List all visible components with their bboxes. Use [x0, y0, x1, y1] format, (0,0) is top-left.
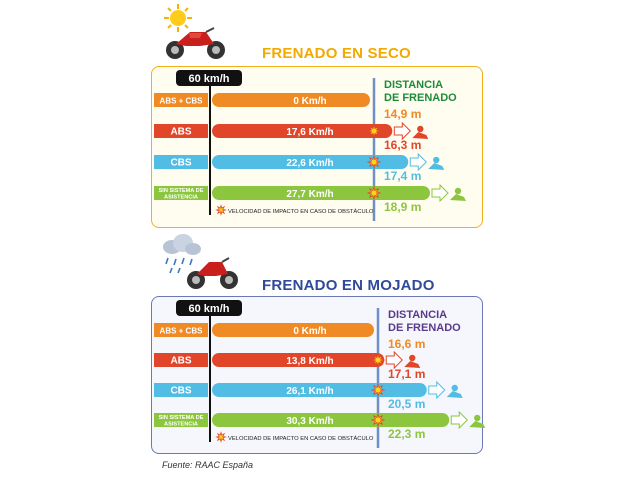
wet-bar [212, 353, 385, 367]
wet-chart-title: FRENADO EN MOJADO [262, 277, 435, 294]
dry-category-label: CBS [170, 158, 191, 169]
wet-arrow-right-icon [428, 380, 446, 400]
dry-impact-speed: 0 Km/h [293, 96, 326, 107]
dry-distance-value: 14,9 m [384, 107, 421, 121]
wet-braking-panel [151, 296, 483, 454]
dry-arrow-right-icon [431, 183, 449, 203]
dry-distance-header-2: DE FRENADO [384, 92, 457, 104]
dry-note-star-icon [215, 204, 227, 216]
dry-speed-label: 60 km/h [189, 73, 230, 85]
wet-crash-rider-icon-head [451, 384, 458, 392]
motorcycle-icon [187, 257, 238, 289]
wet-distance-value: 16,6 m [388, 337, 425, 351]
dry-speed-badge [176, 70, 242, 86]
wet-bar [212, 383, 427, 397]
wet-crash-rider-icon-body [469, 421, 486, 428]
dry-category-label: ABS + CBS [160, 97, 204, 106]
dry-impact-speed: 17,6 Km/h [286, 127, 333, 138]
wet-speed-label: 60 km/h [189, 303, 230, 315]
wet-category-label-2: ASISTENCIA [164, 422, 198, 428]
wet-arrow-right-icon [385, 350, 403, 370]
wet-category-label: CBS [170, 386, 191, 397]
wet-impact-speed: 30,3 Km/h [286, 416, 333, 427]
wet-crash-rider-icon-head [409, 354, 416, 362]
dry-category-label: SIN SISTEMA DE [159, 188, 204, 194]
dry-distance-value: 16,3 m [384, 138, 421, 152]
dry-category-label: ABS [170, 127, 191, 138]
dry-chart-title: FRENADO EN SECO [262, 45, 411, 62]
dry-impact-star-icon [366, 123, 382, 139]
wet-bar [212, 323, 374, 337]
dry-crash-rider-icon [450, 187, 466, 201]
wet-category-label: ABS [170, 356, 191, 367]
wet-distance-header-2: DE FRENADO [388, 322, 461, 334]
wet-category-label: SIN SISTEMA DE [159, 415, 204, 421]
dry-arrow-right-icon [393, 121, 412, 141]
dry-crash-rider-icon-head [454, 187, 462, 195]
wet-crash-rider-icon [404, 354, 421, 368]
dry-impact-star-icon [366, 154, 382, 170]
dry-bar [212, 93, 370, 107]
wet-category-box [154, 413, 208, 427]
wet-crash-rider-icon [469, 414, 486, 428]
wet-category-box [154, 353, 208, 367]
wet-note-star-icon [215, 431, 227, 443]
dry-crash-rider-icon [412, 125, 429, 139]
wet-impact-star-icon [370, 412, 386, 428]
wet-crash-rider-icon-head [474, 414, 481, 422]
dry-category-box [154, 124, 208, 138]
wet-speed-badge [176, 300, 242, 316]
wet-impact-speed: 13,8 Km/h [286, 356, 333, 367]
dry-impact-speed: 27,7 Km/h [286, 189, 333, 200]
dry-category-box [154, 155, 208, 169]
wet-impact-speed: 26,1 Km/h [286, 386, 333, 397]
dry-impact-star-icon [366, 185, 382, 201]
wet-crash-rider-icon-body [446, 391, 463, 398]
source-note: Fuente: RAAC España [162, 460, 254, 470]
dry-crash-rider-icon-head [417, 125, 424, 133]
wet-impact-star-icon [370, 352, 386, 368]
dry-category-box [154, 186, 208, 200]
dry-distance-value: 17,4 m [384, 169, 421, 183]
dry-crash-rider-icon-head [433, 156, 440, 164]
dry-impact-speed: 22,6 Km/h [286, 158, 333, 169]
sun-icon [164, 4, 192, 32]
dry-bar [212, 155, 409, 169]
motorcycle-icon [166, 27, 225, 59]
dry-category-label-2: ASISTENCIA [164, 195, 198, 201]
wet-bar [212, 413, 450, 427]
dry-bar [212, 186, 430, 200]
dry-crash-rider-icon [428, 156, 445, 170]
wet-impact-star-icon [370, 382, 386, 398]
wet-distance-value: 22,3 m [388, 427, 425, 441]
wet-arrow-right-icon [450, 410, 468, 430]
wet-impact-note: VELOCIDAD DE IMPACTO EN CASO DE OBSTÁCUL… [228, 435, 374, 442]
dry-crash-rider-icon-body [450, 194, 466, 201]
rain-cloud-icon [163, 234, 201, 274]
wet-category-box [154, 323, 208, 337]
wet-distance-value: 17,1 m [388, 367, 425, 381]
dry-bar [212, 124, 393, 138]
dry-impact-note: VELOCIDAD DE IMPACTO EN CASO DE OBSTÁCUL… [228, 208, 374, 215]
dry-distance-value: 18,9 m [384, 200, 421, 214]
wet-category-box [154, 383, 208, 397]
dry-crash-rider-icon-body [412, 132, 429, 139]
wet-distance-value: 20,5 m [388, 397, 425, 411]
dry-crash-rider-icon-body [428, 163, 445, 170]
wet-impact-speed: 0 Km/h [293, 326, 326, 337]
wet-distance-header-1: DISTANCIA [388, 309, 447, 321]
dry-distance-header-1: DISTANCIA [384, 79, 443, 91]
dry-arrow-right-icon [409, 152, 427, 172]
dry-category-box [154, 93, 208, 107]
wet-category-label: ABS + CBS [160, 327, 204, 336]
wet-crash-rider-icon-body [404, 361, 421, 368]
wet-crash-rider-icon [446, 384, 463, 398]
